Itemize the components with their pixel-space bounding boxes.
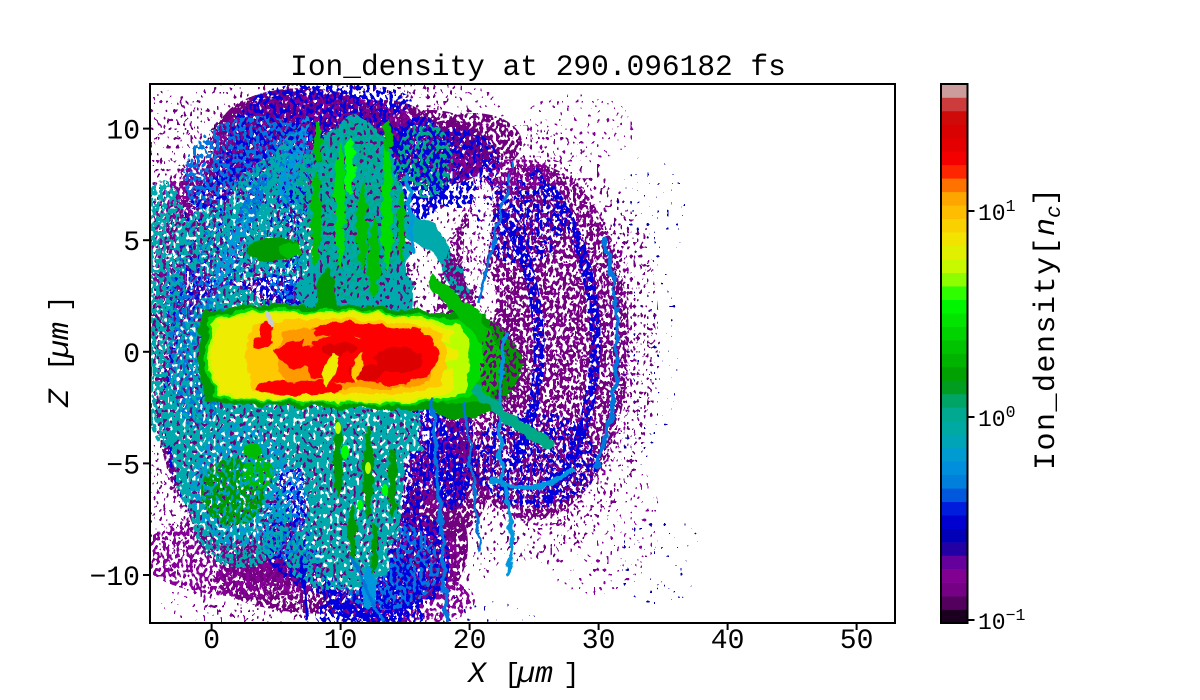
svg-text:20: 20: [453, 626, 487, 657]
svg-text:40: 40: [711, 626, 745, 657]
svg-text:X: X: [466, 658, 488, 692]
svg-text:[: [: [46, 354, 77, 371]
svg-text:−5: −5: [106, 451, 140, 482]
svg-text:n: n: [1030, 218, 1064, 236]
svg-text:10−1: 10−1: [978, 606, 1026, 636]
svg-text:µm: µm: [516, 658, 553, 692]
svg-text:]: ]: [1030, 188, 1064, 206]
svg-text:0: 0: [123, 340, 140, 371]
svg-text:]: ]: [563, 660, 580, 691]
svg-text:0: 0: [203, 626, 220, 657]
svg-text:µm: µm: [44, 322, 78, 359]
svg-text:c: c: [1044, 205, 1067, 218]
svg-text:50: 50: [840, 626, 874, 657]
svg-text:Ion_density at 290.096182 fs: Ion_density at 290.096182 fs: [290, 50, 786, 84]
svg-text:]: ]: [46, 295, 77, 312]
svg-text:10: 10: [324, 626, 358, 657]
svg-text:[: [: [504, 660, 521, 691]
svg-text:5: 5: [123, 228, 140, 259]
svg-text:30: 30: [582, 626, 616, 657]
svg-text:Ion_density[: Ion_density[: [1030, 236, 1064, 470]
svg-text:−10: −10: [90, 563, 140, 594]
svg-text:Z: Z: [44, 388, 78, 408]
svg-text:10: 10: [106, 117, 140, 148]
